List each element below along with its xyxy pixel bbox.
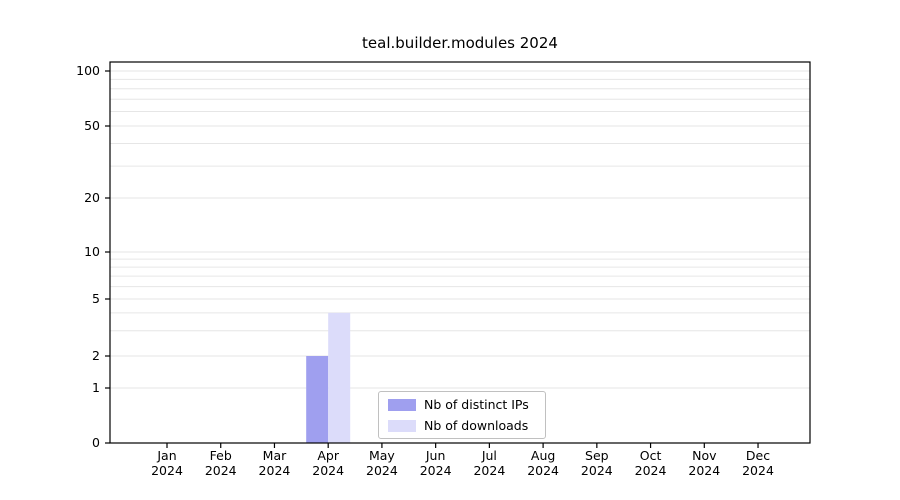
y-tick-label: 0 bbox=[92, 435, 100, 450]
legend-swatch-1 bbox=[388, 419, 416, 432]
y-tick-label: 1 bbox=[92, 380, 100, 395]
bar-nb-of-downloads-apr bbox=[328, 312, 351, 443]
legend-label-1: Nb of downloads bbox=[424, 418, 529, 433]
x-tick-label-month: Apr bbox=[317, 448, 339, 463]
x-tick-label-month: Mar bbox=[263, 448, 287, 463]
x-tick-label-year: 2024 bbox=[473, 463, 505, 478]
x-tick-label-month: May bbox=[369, 448, 395, 463]
y-tick-label: 2 bbox=[92, 348, 100, 363]
y-tick-label: 100 bbox=[76, 63, 100, 78]
x-tick-label-year: 2024 bbox=[312, 463, 344, 478]
x-tick-label-year: 2024 bbox=[527, 463, 559, 478]
legend: Nb of distinct IPs Nb of downloads bbox=[378, 391, 546, 439]
y-tick-label: 10 bbox=[84, 244, 100, 259]
x-tick-label-month: Nov bbox=[692, 448, 717, 463]
x-tick-label-month: Jul bbox=[481, 448, 497, 463]
x-tick-label-year: 2024 bbox=[151, 463, 183, 478]
x-tick-label-month: Sep bbox=[585, 448, 609, 463]
x-tick-label-year: 2024 bbox=[742, 463, 774, 478]
x-tick-label-year: 2024 bbox=[688, 463, 720, 478]
x-tick-label-year: 2024 bbox=[259, 463, 291, 478]
legend-entry-downloads: Nb of downloads bbox=[388, 418, 536, 433]
x-tick-label-month: Jan bbox=[156, 448, 176, 463]
bar-nb-of-distinct-ips-apr bbox=[306, 356, 329, 443]
y-tick-label: 5 bbox=[92, 291, 100, 306]
x-tick-label-year: 2024 bbox=[205, 463, 237, 478]
y-tick-label: 50 bbox=[84, 118, 100, 133]
chart-title: teal.builder.modules 2024 bbox=[362, 34, 558, 52]
x-tick-label-month: Aug bbox=[531, 448, 555, 463]
x-tick-label-month: Feb bbox=[210, 448, 232, 463]
y-tick-label: 20 bbox=[84, 190, 100, 205]
x-tick-label-year: 2024 bbox=[366, 463, 398, 478]
x-tick-label-month: Oct bbox=[640, 448, 662, 463]
legend-swatch-0 bbox=[388, 398, 416, 411]
x-tick-label-year: 2024 bbox=[581, 463, 613, 478]
x-tick-label-month: Dec bbox=[746, 448, 770, 463]
x-tick-label-year: 2024 bbox=[420, 463, 452, 478]
legend-entry-distinct-ips: Nb of distinct IPs bbox=[388, 397, 536, 412]
x-tick-label-year: 2024 bbox=[635, 463, 667, 478]
x-tick-label-month: Jun bbox=[425, 448, 446, 463]
legend-label-0: Nb of distinct IPs bbox=[424, 397, 529, 412]
